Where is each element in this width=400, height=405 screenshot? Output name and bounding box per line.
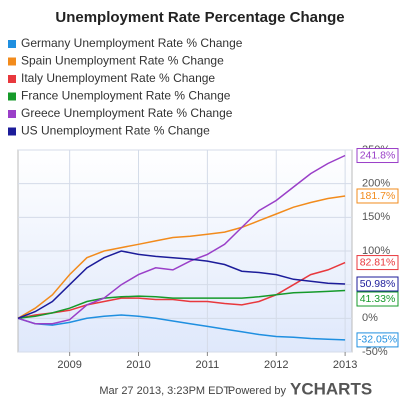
value-label-box	[356, 255, 399, 271]
value-label-box	[356, 291, 399, 307]
value-label: 50.98%	[360, 278, 396, 290]
legend-swatch	[8, 40, 16, 48]
x-tick-label: 2013	[333, 359, 357, 371]
chart-title: Unemployment Rate Percentage Change	[55, 9, 344, 26]
x-tick-label: 2010	[126, 359, 150, 371]
brand: YCHARTS	[290, 379, 372, 398]
legend-swatch	[8, 127, 16, 136]
series-line	[17, 261, 346, 320]
legend-label: France Unemployment Rate % Change	[21, 89, 231, 103]
y-tick-label: 200%	[362, 178, 390, 190]
legend-label: Greece Unemployment Rate % Change	[21, 106, 233, 120]
series-line	[17, 314, 346, 341]
value-label: 41.33%	[360, 293, 396, 305]
value-label: 181.7%	[360, 190, 396, 202]
timestamp: Mar 27 2013, 3:23PM EDT.	[99, 385, 232, 397]
series-line	[17, 289, 346, 320]
series-line	[17, 195, 346, 319]
series-line	[17, 154, 346, 325]
value-label: 241.8%	[360, 149, 396, 161]
value-label-box	[356, 276, 399, 292]
legend-label: Spain Unemployment Rate % Change	[21, 54, 224, 68]
powered-by: Powered by	[228, 385, 287, 397]
value-label: -32.05%	[358, 334, 397, 346]
legend-swatch	[8, 92, 16, 101]
y-tick-label: 150%	[362, 211, 390, 223]
x-tick-label: 2011	[196, 359, 220, 371]
value-label-box	[356, 148, 399, 164]
x-tick-label: 2009	[57, 359, 81, 371]
legend-label: US Unemployment Rate % Change	[21, 124, 210, 138]
legend-swatch	[8, 57, 16, 66]
legend-swatch	[8, 75, 16, 83]
legend-swatch	[8, 110, 16, 118]
y-tick-label: -50%	[362, 346, 388, 358]
value-label: 82.81%	[360, 256, 396, 268]
x-tick-label: 2012	[264, 359, 288, 371]
series-line	[17, 250, 346, 319]
legend-label: Germany Unemployment Rate % Change	[21, 36, 243, 50]
legend-label: Italy Unemployment Rate % Change	[21, 71, 215, 85]
y-tick-label: 100%	[362, 245, 390, 257]
value-label-box	[356, 188, 399, 204]
y-tick-label: 0%	[362, 312, 378, 324]
value-label-box	[356, 332, 399, 348]
